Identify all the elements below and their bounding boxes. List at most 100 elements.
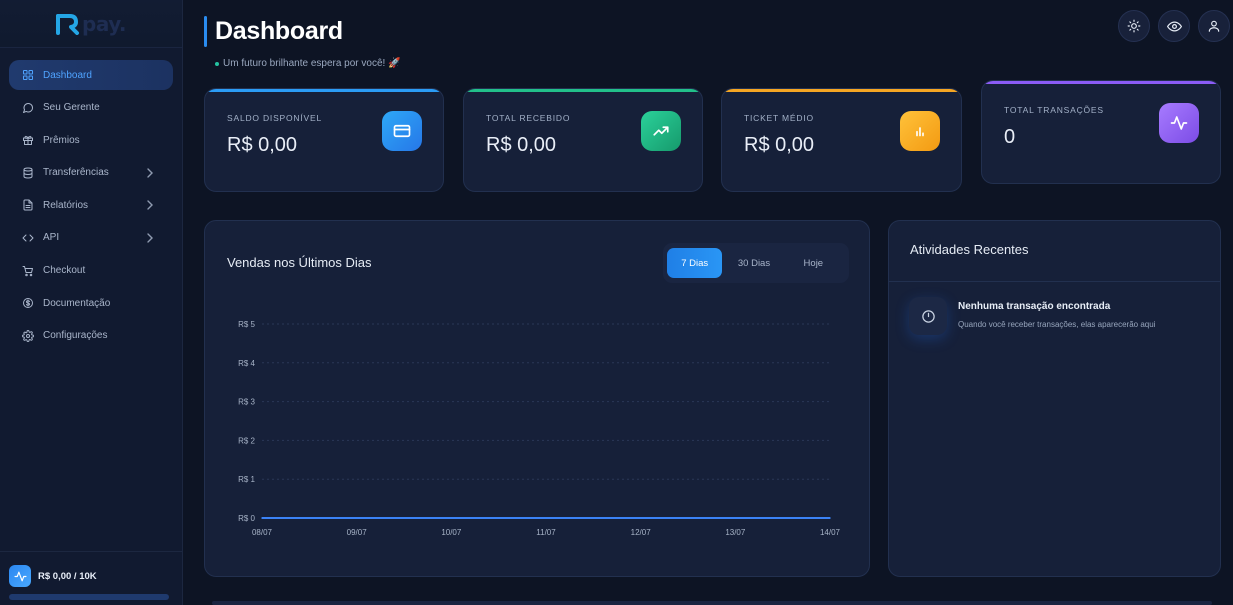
x-tick-label: 11/07 [536,528,556,537]
logo[interactable]: pay. [0,0,182,48]
grid-icon [21,68,35,82]
user-icon [1208,20,1220,32]
credit-card-icon [382,111,422,151]
message-icon [21,101,35,115]
data-point [261,517,263,519]
gear-icon [21,329,35,343]
sales-chart-panel: Vendas nos Últimos Dias 7 Dias 30 Dias Hoj… [204,220,870,577]
page-subtitle: Um futuro brilhante espera por você! 🚀 [215,58,401,69]
x-tick-label: 10/07 [441,528,462,537]
status-dot [215,61,219,66]
period-tabs: 7 Dias 30 Dias Hoje [663,243,849,283]
sidebar-item-label: Documentação [43,297,111,309]
tab-hoje[interactable]: Hoje [803,257,824,269]
stat-card: SALDO DISPONÍVEL R$ 0,00 [204,88,444,192]
chevron-right-icon [145,199,155,211]
code-icon [21,231,35,245]
y-tick-label: R$ 3 [238,398,255,407]
dollar-circle-icon [21,296,35,310]
sales-line-chart: R$ 0 R$ 1 R$ 2 R$ 3 R$ 4 R$ 5 08/07 09/07 10/07 1… [238,320,841,537]
sidebar-item-api[interactable]: API [9,223,173,253]
stat-card-label: TICKET MÉDIO [744,113,814,123]
activity-icon [1159,103,1199,143]
trending-up-icon [641,111,681,151]
x-tick-label: 12/07 [631,528,652,537]
title-accent-bar [204,16,207,47]
sidebar-item-label: Seu Gerente [43,102,100,114]
recent-activities-panel: Atividades Recentes Nenhuma transação en… [888,220,1221,577]
limit-widget: R$ 0,00 / 10K [0,551,183,605]
x-tick-label: 09/07 [347,528,368,537]
stat-card-value: 0 [1004,126,1016,148]
sidebar-item-configuracoes[interactable]: Configurações [9,321,173,351]
gift-icon [21,133,35,147]
limit-text: R$ 0,00 / 10K [38,571,97,582]
sidebar-item-label: Configurações [43,330,108,342]
stat-card-value: R$ 0,00 [486,134,557,156]
y-tick-label: R$ 0 [238,514,255,523]
file-icon [21,198,35,212]
activity-icon [9,565,31,587]
stat-card: TOTAL TRANSAÇÕES 0 [981,80,1221,184]
subtitle-text: Um futuro brilhante espera por você! 🚀 [223,58,401,69]
sidebar-nav: Dashboard Seu Gerente Prêmios Transferência… [9,60,173,353]
stat-card-label: TOTAL RECEBIDO [486,113,571,123]
sales-chart-title: Vendas nos Últimos Dias [227,255,372,270]
empty-state-title: Nenhuma transação encontrada [958,301,1111,312]
sidebar-item-dashboard[interactable]: Dashboard [9,60,173,90]
x-tick-label: 14/07 [820,528,841,537]
sidebar-item-relatorios[interactable]: Relatórios [9,190,173,220]
sidebar-item-documentacao[interactable]: Documentação [9,288,173,318]
sidebar-item-premios[interactable]: Prêmios [9,125,173,155]
limit-progress-bar [9,594,169,600]
stat-card-value: R$ 0,00 [227,134,298,156]
data-point [545,517,547,519]
sidebar-item-label: Transferências [43,167,109,179]
stat-card: TICKET MÉDIO R$ 0,00 [721,88,962,192]
y-tick-label: R$ 4 [238,359,255,368]
database-icon [21,166,35,180]
stat-card: TOTAL RECEBIDO R$ 0,00 [463,88,703,192]
sidebar-item-transferencias[interactable]: Transferências [9,158,173,188]
profile-button[interactable] [1198,10,1230,42]
card-accent-line [205,89,443,92]
eye-icon [1166,20,1182,32]
visibility-toggle-button[interactable] [1158,10,1190,42]
stat-card-label: SALDO DISPONÍVEL [227,113,322,123]
data-point [450,517,453,519]
card-accent-line [722,89,961,92]
data-point [734,517,737,519]
activities-title: Atividades Recentes [910,242,1029,257]
x-tick-label: 13/07 [725,528,746,537]
bottom-panel-edge [212,601,1212,605]
cart-icon [21,264,35,278]
stat-card-value: R$ 0,00 [744,134,815,156]
empty-state-subtitle: Quando você receber transações, elas apa… [958,320,1156,329]
sidebar-item-seu-gerente[interactable]: Seu Gerente [9,93,173,123]
sidebar-item-label: API [43,232,60,244]
y-tick-label: R$ 2 [238,436,255,445]
bar-chart-icon [900,111,940,151]
stat-card-label: TOTAL TRANSAÇÕES [1004,105,1104,115]
page-title: Dashboard [215,17,343,45]
sidebar-item-label: Prêmios [43,134,80,146]
card-accent-line [982,81,1220,84]
sidebar-item-label: Dashboard [43,69,92,81]
sun-icon [1127,19,1141,33]
tab-7-dias[interactable]: 7 Dias [667,248,723,278]
data-point [639,517,642,519]
card-accent-line [464,89,702,92]
chevron-right-icon [145,167,155,179]
sidebar-item-label: Relatórios [43,199,89,211]
sidebar: pay. Dashboard Seu Gerente Prêmios Transfer… [0,0,183,605]
logo-text: pay. [82,11,127,36]
theme-toggle-button[interactable] [1118,10,1150,42]
y-tick-label: R$ 1 [238,475,255,484]
sidebar-item-label: Checkout [43,265,86,277]
clock-icon [909,297,947,335]
divider [889,281,1220,282]
tab-30-dias[interactable]: 30 Dias [737,257,771,269]
x-tick-label: 08/07 [252,528,273,537]
chevron-right-icon [145,232,155,244]
sidebar-item-checkout[interactable]: Checkout [9,256,173,286]
